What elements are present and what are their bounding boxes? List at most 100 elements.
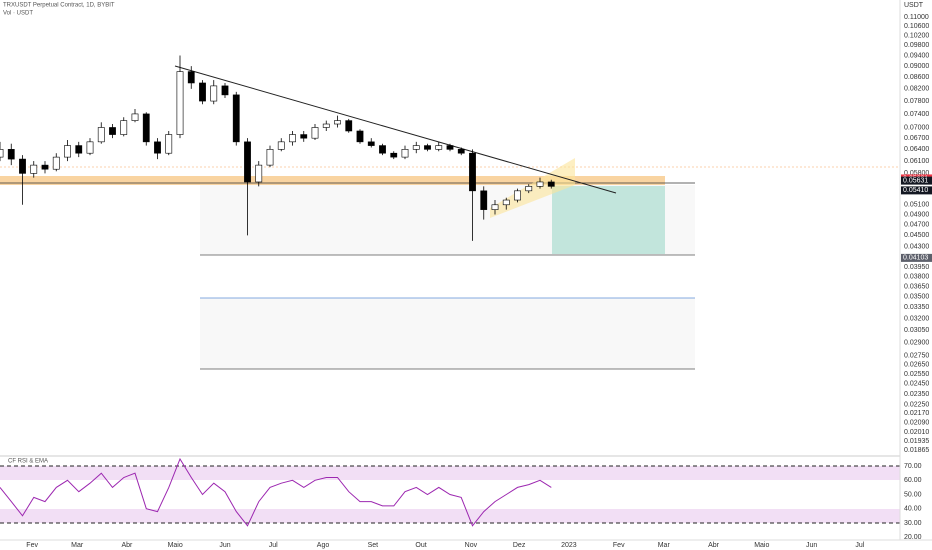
candle-body	[176, 71, 184, 135]
y-tick-label: 0.02450	[904, 381, 929, 388]
y-tick-label: 0.04500	[904, 232, 929, 239]
y-tick-label: 0.01865	[904, 447, 929, 454]
candle-body	[289, 134, 296, 143]
y-tick-label: 0.06700	[904, 135, 929, 142]
candle-body	[165, 134, 173, 154]
price-marker-label: 0.05631	[903, 177, 928, 184]
candle-body	[379, 145, 386, 154]
candle-body	[367, 141, 375, 146]
y-tick-label: 0.07000	[904, 124, 929, 131]
candle-body	[401, 149, 409, 158]
candle-body	[154, 141, 161, 154]
candle-body	[244, 141, 251, 183]
y-tick-label: 0.09800	[904, 42, 929, 49]
candle-body	[221, 85, 229, 96]
candle-body	[390, 152, 398, 158]
chart-title: TRXUSDT Perpetual Contract, 1D, BYBIT	[3, 3, 115, 9]
rsi-tick-label: 40.00	[904, 506, 922, 513]
y-tick-label: 0.10200	[904, 32, 929, 39]
candle-body	[322, 123, 330, 128]
candle-body	[525, 186, 533, 192]
x-tick-label: Mar	[658, 542, 671, 549]
x-tick-label: Mar	[71, 542, 84, 549]
candle-body	[334, 120, 341, 125]
y-tick-label: 0.02900	[904, 339, 929, 346]
candle-body	[199, 82, 206, 102]
candle-body	[64, 145, 71, 158]
y-tick-label: 0.03500	[904, 294, 929, 301]
candle-body	[187, 71, 195, 84]
trendline	[174, 65, 617, 194]
candle-body	[86, 141, 94, 154]
y-tick-label: 0.04300	[904, 243, 929, 250]
rsi-tick-label: 20.00	[904, 534, 922, 541]
y-tick-label: 0.04900	[904, 211, 929, 218]
candle-body	[0, 149, 4, 158]
candle-body	[266, 149, 274, 166]
candle-body	[345, 120, 353, 132]
candle-body	[491, 204, 499, 210]
x-tick-label: Jun	[806, 542, 817, 549]
candle-body	[109, 127, 116, 135]
x-tick-label: Ago	[317, 542, 330, 549]
y-tick-label: 0.09400	[904, 52, 929, 59]
candle-body	[52, 156, 60, 170]
candle-body	[547, 181, 555, 187]
rsi-tick-label: 60.00	[904, 477, 922, 484]
price-marker	[901, 176, 932, 185]
y-tick-label: 0.02090	[904, 419, 929, 426]
x-tick-label: Jul	[855, 542, 864, 549]
y-tick-label: 0.02170	[904, 410, 929, 417]
x-tick-label: Maio	[168, 542, 183, 549]
x-tick-label: Dez	[513, 542, 526, 549]
candle-body	[131, 113, 139, 121]
candle-body	[19, 158, 26, 174]
y-tick-label: 0.03350	[904, 304, 929, 311]
rsi-tick-label: 30.00	[904, 520, 922, 527]
y-tick-label: 0.03800	[904, 273, 929, 280]
x-tick-label: Out	[415, 542, 426, 549]
candle-body	[142, 113, 150, 143]
box	[200, 298, 695, 369]
candle-body	[7, 149, 15, 160]
price-marker-label: 0.04103	[903, 255, 928, 262]
price-marker	[901, 253, 932, 262]
y-tick-label: 0.02750	[904, 352, 929, 359]
x-tick-label: Jun	[219, 542, 230, 549]
y-tick-label: 0.02250	[904, 401, 929, 408]
candle-body	[255, 164, 263, 183]
axis-unit: USDT	[904, 2, 924, 9]
x-tick-label: Jul	[269, 542, 278, 549]
support-zone	[0, 176, 665, 185]
candle-body	[446, 145, 454, 150]
rsi-band	[0, 466, 900, 480]
candle-body	[41, 164, 49, 170]
y-tick-label: 0.08600	[904, 74, 929, 81]
candle-body	[435, 145, 443, 150]
price-marker-label: 0.05410	[903, 187, 928, 194]
x-tick-label: Abr	[122, 542, 134, 549]
candle-body	[311, 127, 319, 139]
candle-body	[480, 190, 488, 210]
short-position	[552, 186, 665, 254]
x-tick-label: Fev	[613, 542, 625, 549]
candle-body	[514, 190, 521, 201]
candle-body	[232, 94, 240, 143]
y-tick-label: 0.05100	[904, 202, 929, 209]
candle-body	[424, 145, 431, 150]
rsi-band	[0, 509, 900, 523]
candle-body	[412, 145, 420, 150]
candle-body	[502, 199, 510, 206]
y-tick-label: 0.07800	[904, 98, 929, 105]
candle-body	[97, 127, 105, 143]
y-tick-label: 0.09000	[904, 63, 929, 70]
y-tick-label: 0.01935	[904, 438, 929, 445]
y-tick-label: 0.02350	[904, 391, 929, 398]
x-tick-label: Abr	[708, 542, 720, 549]
chart-subtitle: Vol · USDT	[3, 11, 33, 17]
x-tick-label: Set	[368, 542, 379, 549]
rsi-tick-label: 70.00	[904, 463, 922, 470]
candle-body	[469, 152, 476, 192]
